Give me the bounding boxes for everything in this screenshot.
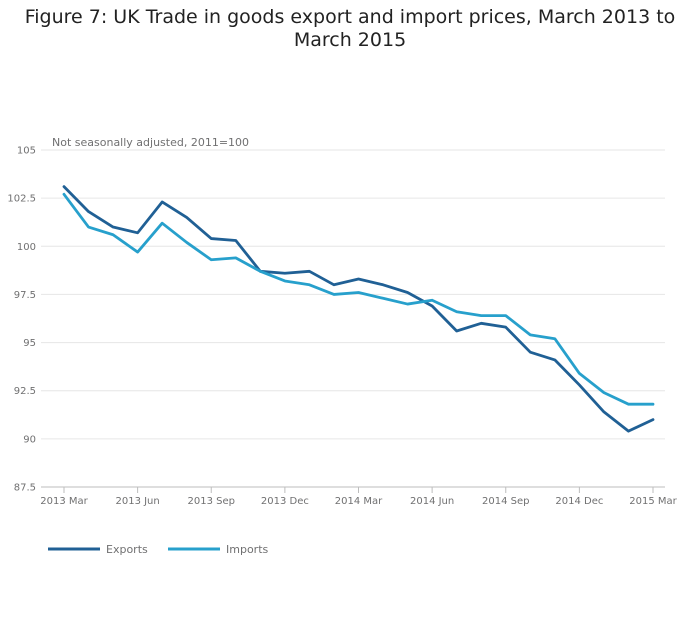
- chart-title: Figure 7: UK Trade in goods export and i…: [24, 6, 676, 51]
- legend: Exports Imports: [48, 543, 269, 556]
- y-tick-label: 90: [23, 434, 36, 445]
- chart-subtitle: Not seasonally adjusted, 2011=100: [52, 136, 249, 149]
- x-tick-label: 2015 Mar: [629, 496, 677, 507]
- x-tick-label: 2014 Sep: [482, 496, 529, 507]
- y-tick-label: 92.5: [14, 386, 36, 397]
- x-tick-label: 2014 Dec: [555, 496, 603, 507]
- y-tick-label: 87.5: [14, 483, 36, 494]
- x-tick-label: 2013 Jun: [115, 496, 159, 507]
- x-tick-label: 2013 Mar: [40, 496, 88, 507]
- series-line-imports: [62, 192, 655, 406]
- y-tick-label: 97.5: [14, 290, 36, 301]
- series-line-exports: [62, 185, 655, 433]
- y-tick-label: 102.5: [7, 194, 36, 205]
- x-tick-label: 2014 Mar: [335, 496, 383, 507]
- y-tick-label: 95: [23, 338, 36, 349]
- y-tick-label: 100: [17, 242, 36, 253]
- x-tick-label: 2013 Sep: [188, 496, 235, 507]
- y-tick-label: 105: [17, 146, 36, 157]
- legend-label-imports: Imports: [226, 543, 269, 556]
- x-tick-label: 2014 Jun: [410, 496, 454, 507]
- series: [62, 185, 655, 433]
- x-tick-label: 2013 Dec: [261, 496, 309, 507]
- axes: 87.5 90 92.5 95 97.5 100 102.5 105 2013 Mar 2013 …: [7, 146, 677, 508]
- legend-label-exports: Exports: [106, 543, 148, 556]
- gridlines: [41, 149, 665, 440]
